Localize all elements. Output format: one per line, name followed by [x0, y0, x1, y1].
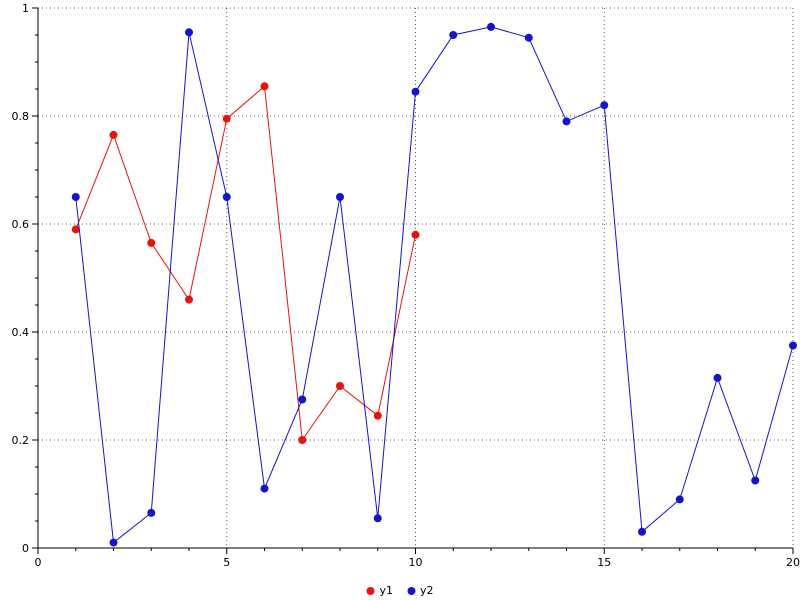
svg-text:5: 5 — [223, 556, 230, 569]
legend-marker-0 — [366, 586, 375, 595]
svg-text:20: 20 — [786, 556, 800, 569]
svg-text:15: 15 — [597, 556, 611, 569]
legend-marker-1 — [407, 586, 415, 595]
svg-text:1: 1 — [22, 2, 29, 15]
svg-text:0.4: 0.4 — [12, 326, 30, 339]
svg-text:0.6: 0.6 — [12, 218, 30, 231]
svg-text:0: 0 — [35, 556, 42, 569]
legend: y1 y2 — [366, 584, 434, 597]
legend-label-y2: y2 — [420, 584, 434, 597]
svg-text:10: 10 — [409, 556, 423, 569]
legend-item-y1: y1 — [366, 584, 393, 597]
svg-text:0.8: 0.8 — [12, 110, 30, 123]
svg-text:0.2: 0.2 — [12, 434, 30, 447]
legend-item-y2: y2 — [407, 584, 434, 597]
legend-label-y1: y1 — [379, 584, 393, 597]
svg-text:0: 0 — [22, 542, 29, 555]
